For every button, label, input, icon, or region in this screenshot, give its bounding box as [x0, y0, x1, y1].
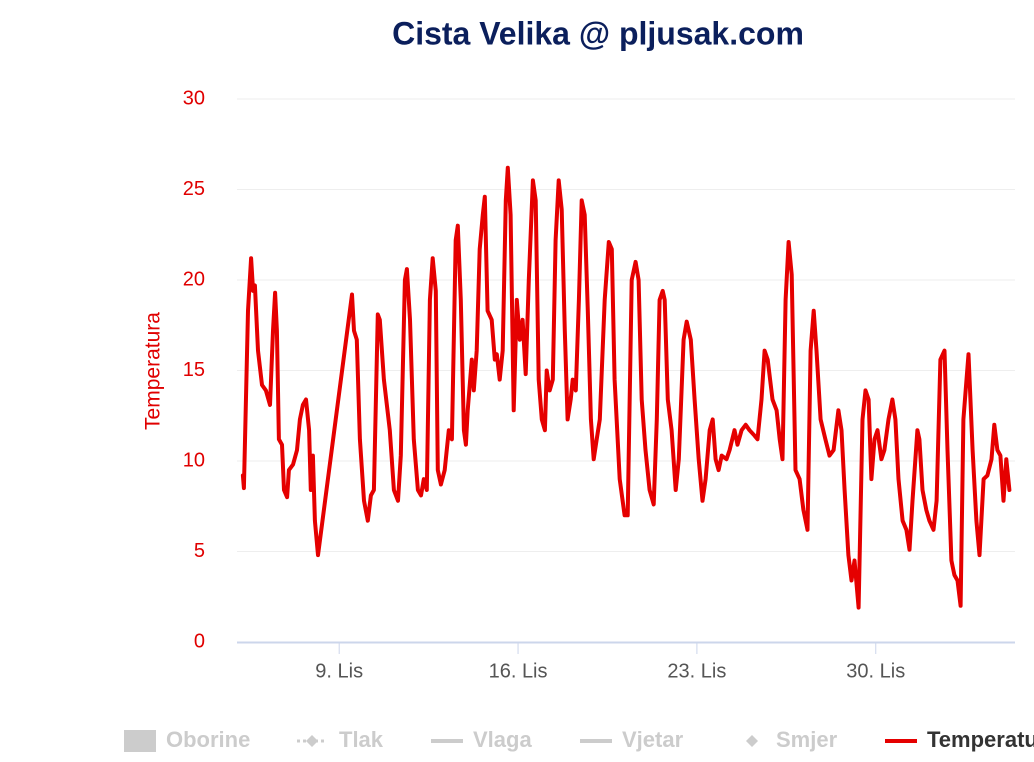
legend-label: Tlak — [339, 727, 384, 752]
legend-item[interactable]: Oborine — [124, 727, 250, 752]
temperature-line — [240, 165, 1012, 610]
y-axis-title: Temperatura — [142, 312, 165, 430]
legend-label: Vlaga — [473, 727, 532, 752]
x-tick-label: 23. Lis — [667, 660, 726, 682]
x-tick-label: 9. Lis — [315, 660, 363, 682]
legend-label: Smjer — [776, 727, 838, 752]
chart-title: Cista Velika @ pljusak.com — [392, 15, 804, 51]
x-tick-label: 30. Lis — [846, 660, 905, 682]
y-tick-label: 15 — [183, 359, 205, 381]
legend-symbol — [306, 735, 318, 747]
legend-item[interactable]: Smjer — [746, 727, 838, 752]
legend-item[interactable]: Vjetar — [580, 727, 684, 752]
y-tick-label: 10 — [183, 449, 205, 471]
x-tick-label: 16. Lis — [489, 660, 548, 682]
y-tick-label: 25 — [183, 178, 205, 200]
legend-item[interactable]: Vlaga — [431, 727, 532, 752]
y-tick-label: 30 — [183, 87, 205, 109]
y-tick-label: 0 — [194, 630, 205, 652]
y-tick-label: 20 — [183, 268, 205, 290]
legend-label: Vjetar — [622, 727, 684, 752]
legend-item[interactable]: Tlak — [297, 727, 384, 752]
y-tick-label: 5 — [194, 540, 205, 562]
legend-label: Oborine — [166, 727, 250, 752]
legend-symbol — [124, 730, 156, 752]
legend-symbol — [746, 735, 758, 747]
legend-item[interactable]: Temperatura — [885, 727, 1034, 752]
legend-label: Temperatura — [927, 727, 1034, 752]
